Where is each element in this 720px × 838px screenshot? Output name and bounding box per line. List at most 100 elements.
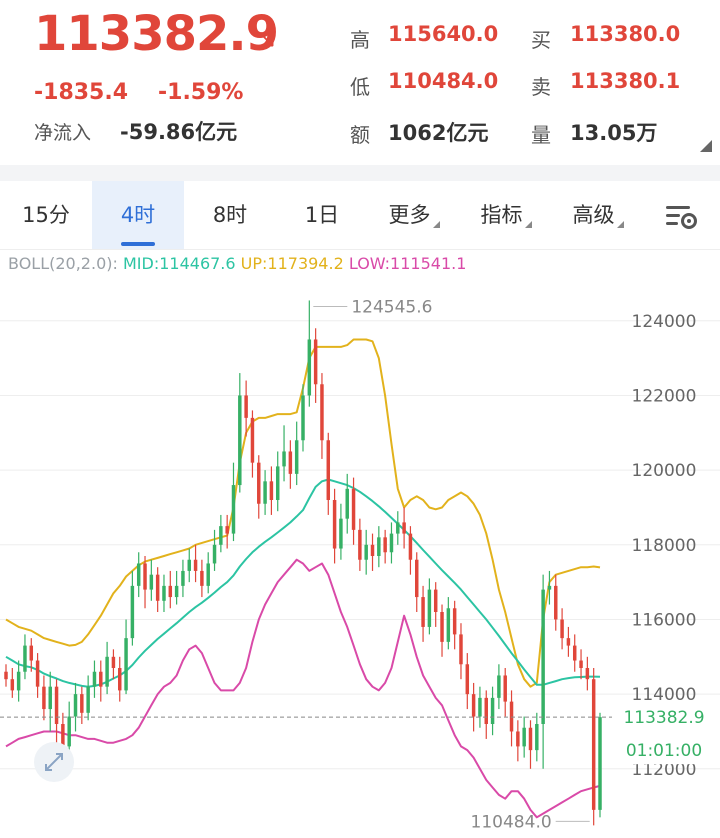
candle-body <box>313 339 318 385</box>
tab-label: 4时 <box>120 203 156 227</box>
max-price-label: 124545.6 <box>351 297 432 317</box>
candle-body <box>275 466 280 500</box>
candle-body <box>35 660 40 687</box>
candle-body <box>225 526 229 534</box>
candle-body <box>535 724 539 751</box>
dropdown-triangle-icon <box>616 221 624 228</box>
candle-body <box>516 731 520 747</box>
candle-body <box>415 559 419 598</box>
tab-8h[interactable]: 8时 <box>184 181 276 249</box>
candle-body <box>585 668 590 680</box>
candle-body <box>301 395 305 441</box>
candle-body <box>351 488 356 530</box>
tab-indicators[interactable]: 指标 <box>460 181 552 249</box>
candle-body <box>282 451 286 467</box>
candle-body <box>332 500 337 549</box>
volume-value: 13.05万 <box>570 121 658 145</box>
candlestick-chart[interactable]: 124000 122000 120000 118000 116000 114000 1120… <box>0 276 720 838</box>
candle-body <box>459 634 463 665</box>
candle-body <box>149 574 154 590</box>
candle-body <box>206 563 210 586</box>
candle-body <box>54 686 59 724</box>
boll-mid-value: MID:114467.6 <box>122 254 236 273</box>
y-tick-label: 120000 <box>632 461 697 481</box>
candle-body <box>294 440 299 474</box>
candle-body <box>339 518 343 549</box>
candle-body <box>566 638 571 646</box>
chart-settings-icon[interactable] <box>664 201 698 231</box>
low-value: 110484.0 <box>388 69 499 93</box>
candle-body <box>263 481 267 504</box>
quote-header: 113382.9 ↘ -1835.4 -1.59% 净流入 -59.86亿元 高… <box>0 0 720 165</box>
countdown-label: 01:01:00 <box>626 741 702 761</box>
candle-body <box>162 585 166 601</box>
candle-body <box>547 585 552 590</box>
tab-15min[interactable]: 15分 <box>0 181 92 249</box>
candle-body <box>554 585 558 620</box>
candle-body <box>497 675 501 698</box>
candle-body <box>181 570 185 586</box>
ask-label: 卖 <box>531 75 551 99</box>
candle-body <box>269 481 274 500</box>
bid-value: 113380.0 <box>570 22 681 46</box>
y-tick-label: 122000 <box>632 386 697 406</box>
candle-body <box>61 724 65 747</box>
ask-value: 113380.1 <box>570 69 681 93</box>
high-label: 高 <box>350 28 370 52</box>
boll-mid-line <box>5 478 601 688</box>
candle-body <box>377 537 381 556</box>
candle-body <box>288 451 293 474</box>
net-inflow-value: -59.86亿元 <box>120 120 238 144</box>
candle-body <box>541 589 545 724</box>
candle-body <box>168 585 173 598</box>
candle-body <box>80 694 84 713</box>
expand-corner-icon[interactable] <box>700 140 712 152</box>
candle-body <box>307 339 312 396</box>
candle-body <box>124 638 128 691</box>
tab-advanced[interactable]: 高级 <box>552 181 644 249</box>
candle-body <box>427 589 432 627</box>
candle-body <box>111 656 116 668</box>
y-tick-label: 116000 <box>632 610 697 630</box>
candle-body <box>465 664 470 695</box>
candle-body <box>579 660 583 668</box>
candle-body <box>490 697 495 724</box>
candle-body <box>10 679 15 691</box>
down-arrow-icon: ↘ <box>258 28 277 53</box>
candle-body <box>383 537 387 553</box>
candle-body <box>4 671 8 680</box>
bid-label: 买 <box>531 28 551 52</box>
price-change: -1835.4 <box>34 80 129 105</box>
candle-body <box>99 671 103 687</box>
boll-lower-line <box>5 558 601 819</box>
candle-body <box>402 522 406 534</box>
tab-4h[interactable]: 4时 <box>92 181 184 249</box>
candle-body <box>244 395 248 418</box>
y-tick-label: 124000 <box>632 312 697 332</box>
tab-label: 8时 <box>212 203 248 227</box>
candle-body <box>212 544 217 564</box>
y-tick-label: 118000 <box>632 536 697 556</box>
tab-1d[interactable]: 1日 <box>276 181 368 249</box>
candle-body <box>86 686 90 713</box>
candle-body <box>408 533 413 560</box>
candle-body <box>92 671 97 687</box>
min-price-label: 110484.0 <box>471 812 552 832</box>
candle-body <box>118 668 122 691</box>
candle-body <box>187 559 191 571</box>
candle-body <box>250 417 255 463</box>
tab-label: 1日 <box>304 203 340 227</box>
candle-body <box>326 440 331 500</box>
candle-body <box>174 585 179 598</box>
turnover-label: 额 <box>350 123 370 147</box>
candle-body <box>231 485 236 534</box>
candle-body <box>67 716 71 747</box>
fullscreen-button[interactable] <box>34 742 74 782</box>
boll-name: BOLL(20,2.0): <box>8 254 118 273</box>
candle-body <box>440 612 444 642</box>
boll-indicator-legend[interactable]: BOLL(20,2.0): MID:114467.6 UP:117394.2 L… <box>8 254 466 273</box>
candle-body <box>522 727 526 747</box>
tab-label: 指标 <box>480 203 523 227</box>
candle-body <box>358 529 362 560</box>
tab-more[interactable]: 更多 <box>368 181 460 249</box>
